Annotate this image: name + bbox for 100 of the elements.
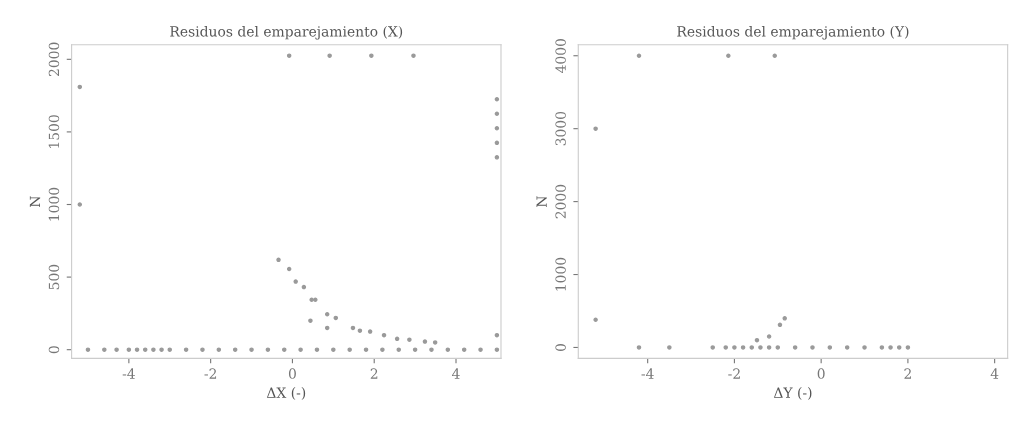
point — [333, 315, 339, 321]
point — [396, 347, 402, 352]
point — [313, 297, 318, 302]
point — [636, 53, 642, 58]
point — [411, 53, 416, 58]
point — [357, 328, 363, 333]
point — [324, 312, 330, 317]
point — [740, 345, 746, 350]
point — [301, 284, 307, 290]
x-tick-label: 0 — [817, 368, 825, 379]
point — [758, 345, 763, 350]
x-tick-label: 2 — [904, 368, 911, 379]
point — [276, 257, 281, 263]
point — [766, 345, 772, 350]
point — [749, 345, 755, 350]
y-tick-label: 2000 — [555, 184, 566, 219]
point — [777, 322, 783, 328]
point — [494, 126, 500, 131]
x-tick-label: -4 — [641, 368, 654, 379]
point — [723, 345, 728, 350]
point — [494, 155, 500, 160]
point — [324, 325, 330, 331]
point — [126, 347, 132, 352]
y-tick-label: 1000 — [555, 257, 566, 291]
point — [85, 347, 91, 352]
point — [381, 332, 387, 338]
point — [494, 111, 500, 117]
x-tick-label: 4 — [990, 368, 999, 379]
y-tick-label: 4000 — [555, 38, 566, 73]
point — [593, 126, 598, 131]
point — [298, 347, 303, 352]
point — [593, 317, 598, 322]
x-tick-label: 2 — [370, 368, 378, 379]
point — [782, 316, 787, 321]
point — [293, 279, 298, 284]
x-tick-label: -2 — [204, 368, 217, 379]
point — [775, 345, 781, 350]
y-axis-title: N — [29, 196, 41, 207]
point — [888, 345, 893, 350]
point — [249, 347, 254, 352]
point — [350, 325, 356, 331]
x-tick-label: -2 — [728, 368, 740, 379]
point — [726, 53, 731, 58]
point — [754, 337, 760, 343]
point — [367, 329, 373, 334]
point — [445, 347, 451, 352]
point — [114, 347, 119, 352]
point — [282, 347, 287, 352]
point — [183, 347, 189, 352]
point — [327, 53, 332, 58]
y-tick-label: 1500 — [48, 115, 60, 148]
x-axis-title: ΔY (-) — [773, 387, 812, 400]
point — [167, 347, 173, 352]
point — [369, 53, 374, 58]
point — [347, 347, 352, 352]
point — [667, 345, 672, 350]
y-axis-title: N — [536, 196, 547, 207]
point — [265, 347, 271, 352]
point — [286, 53, 292, 58]
point — [200, 347, 205, 352]
y-tick-label: 1000 — [48, 187, 60, 221]
point — [286, 266, 292, 272]
point — [636, 345, 642, 350]
point — [844, 345, 850, 350]
point — [142, 347, 148, 352]
point — [792, 345, 798, 350]
point — [422, 339, 428, 344]
point — [432, 340, 438, 345]
point — [862, 345, 867, 350]
point — [494, 96, 500, 102]
point — [77, 84, 83, 90]
point — [159, 347, 164, 352]
point — [232, 347, 238, 352]
point — [772, 53, 777, 58]
point — [732, 345, 737, 350]
point — [314, 347, 320, 352]
point — [494, 332, 500, 338]
point — [896, 345, 902, 350]
point — [879, 345, 885, 350]
point — [905, 345, 911, 350]
point — [766, 334, 772, 339]
x-axis-title: ΔX (-) — [266, 387, 306, 400]
point — [710, 345, 715, 350]
y-tick-label: 2000 — [48, 42, 60, 77]
point — [102, 347, 107, 352]
point — [134, 347, 140, 352]
y-tick-label: 500 — [48, 264, 60, 290]
point — [478, 347, 483, 352]
point — [363, 347, 369, 352]
point — [412, 347, 418, 352]
point — [216, 347, 222, 352]
point — [331, 347, 336, 352]
y-tick-label: 0 — [555, 343, 566, 351]
y-tick-label: 0 — [48, 346, 60, 354]
point — [77, 202, 83, 207]
point — [827, 345, 833, 350]
point — [151, 347, 156, 352]
x-tick-label: 4 — [452, 368, 460, 379]
x-tick-label: -4 — [122, 368, 135, 379]
point — [308, 318, 313, 323]
